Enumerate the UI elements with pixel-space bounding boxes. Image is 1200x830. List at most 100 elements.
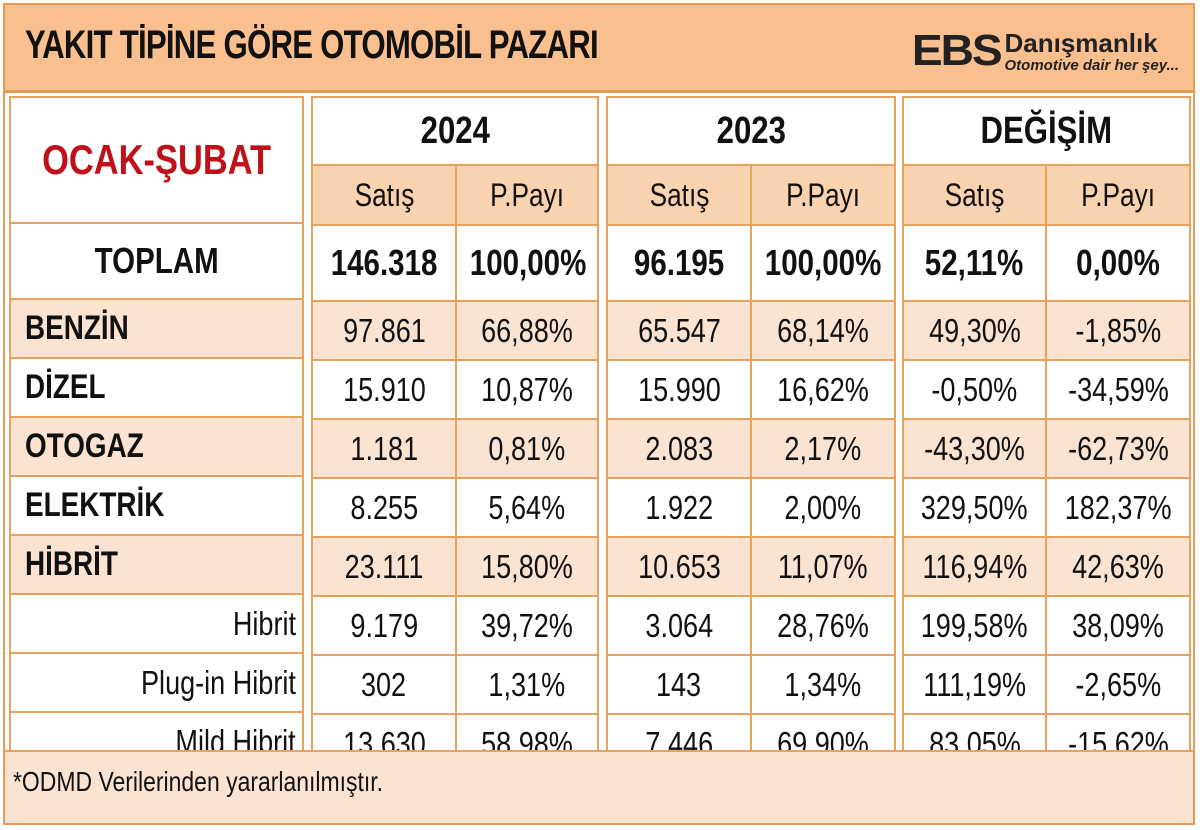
- table-cell: 28,76%: [749, 595, 897, 656]
- table-cell: -1,85%: [1045, 300, 1191, 361]
- cell-value: 96.195: [633, 242, 725, 283]
- cell-value: 146.318: [330, 242, 438, 283]
- cell-value: 39,72%: [481, 606, 573, 644]
- page-title: YAKIT TİPİNE GÖRE OTOMOBİL PAZARI: [25, 23, 599, 67]
- table-cell: 0,81%: [454, 418, 600, 479]
- table-cell: 2,00%: [749, 477, 897, 538]
- cell-value: 15.990: [637, 370, 721, 408]
- group-2024-table: 2024 Satış P.Payı 146.318 100,00% 97.861…: [310, 96, 600, 774]
- total-cell: 100,00%: [454, 224, 600, 302]
- cell-value: 10.653: [637, 547, 721, 585]
- table-cell: 8.255: [311, 477, 457, 538]
- logo-text: Danışmanlık Otomotive dair her şey...: [1005, 30, 1180, 73]
- group-degisim-table: DEĞİŞİM Satış P.Payı 52,11% 0,00% 49,30%…: [902, 96, 1191, 774]
- cell-value: -43,30%: [924, 429, 1025, 467]
- table-cell: 1,34%: [749, 654, 897, 715]
- table-cell: 15,80%: [454, 536, 600, 597]
- column-header: P.Payı: [749, 164, 897, 226]
- cell-value: 52,11%: [925, 242, 1024, 283]
- cell-value: 116,94%: [922, 547, 1027, 585]
- table-cell: 111,19%: [902, 654, 1047, 715]
- cell-value: 143: [656, 665, 702, 703]
- column-label: Satış: [944, 176, 1005, 213]
- row-label-elektrik: ELEKTRİK: [9, 475, 304, 536]
- cell-value: 3.064: [645, 606, 713, 644]
- logo-mark: EBS: [911, 26, 1003, 75]
- table-cell: -2,65%: [1045, 654, 1191, 715]
- column-header: P.Payı: [454, 164, 600, 226]
- source-footnote: *ODMD Verilerinden yararlanılmıştır.: [13, 766, 384, 797]
- table-cell: 3.064: [606, 595, 752, 656]
- row-label-dizel: DİZEL: [9, 357, 304, 418]
- cell-value: 302: [361, 665, 407, 703]
- table-cell: 2.083: [606, 418, 752, 479]
- cell-value: 111,19%: [923, 665, 1026, 703]
- total-cell: 0,00%: [1045, 224, 1191, 302]
- table-cell: 10,87%: [454, 359, 600, 420]
- cell-value: -62,73%: [1067, 429, 1169, 467]
- table-cell: -62,73%: [1045, 418, 1191, 479]
- table-cell: 68,14%: [749, 300, 897, 361]
- table-cell: 38,09%: [1045, 595, 1191, 656]
- cell-value: 199,58%: [921, 606, 1028, 644]
- table-cell: 11,07%: [749, 536, 897, 597]
- ebs-logo: EBS Danışmanlık Otomotive dair her şey..…: [911, 25, 1180, 77]
- row-label: ELEKTRİK: [25, 486, 165, 524]
- cell-value: -0,50%: [931, 370, 1018, 408]
- table-cell: 182,37%: [1045, 477, 1191, 538]
- table-cell: 49,30%: [902, 300, 1047, 361]
- column-header: Satış: [606, 164, 752, 226]
- group-header: DEĞİŞİM: [902, 96, 1191, 166]
- total-cell: 52,11%: [902, 224, 1047, 302]
- cell-value: 5,64%: [488, 488, 566, 526]
- cell-value: 28,76%: [777, 606, 869, 644]
- cell-value: 16,62%: [777, 370, 869, 408]
- cell-value: 23.111: [344, 547, 424, 585]
- row-label: DİZEL: [25, 368, 106, 406]
- cell-value: -1,85%: [1075, 311, 1161, 349]
- column-label: Satış: [354, 176, 414, 213]
- group-label: DEĞİŞİM: [980, 109, 1113, 152]
- table-cell: 42,63%: [1045, 536, 1191, 597]
- subrow-label: Hibrit: [232, 604, 296, 642]
- group-header: 2024: [310, 96, 600, 166]
- total-label-cell: TOPLAM: [9, 222, 304, 300]
- table-cell: 1,31%: [454, 654, 600, 715]
- cell-value: 15.910: [342, 370, 426, 408]
- total-cell: 100,00%: [749, 224, 897, 302]
- cell-value: 1.922: [645, 488, 713, 526]
- logo-name: Danışmanlık: [1004, 27, 1158, 58]
- subrow-label: Plug-in Hibrit: [141, 663, 296, 701]
- cell-value: 2,17%: [784, 429, 862, 467]
- row-label-otogaz: OTOGAZ: [9, 416, 304, 477]
- table-cell: 23.111: [311, 536, 457, 597]
- cell-value: 182,37%: [1064, 488, 1172, 526]
- cell-value: 11,07%: [778, 547, 868, 585]
- cell-value: 1,34%: [784, 665, 862, 703]
- table-cell: -0,50%: [902, 359, 1047, 420]
- row-label: BENZİN: [25, 309, 129, 347]
- cell-value: 0,00%: [1076, 242, 1160, 283]
- cell-value: -34,59%: [1067, 370, 1169, 408]
- table-cell: 116,94%: [902, 536, 1047, 597]
- cell-value: 0,81%: [488, 429, 566, 467]
- table-cell: 329,50%: [902, 477, 1047, 538]
- column-header: Satış: [902, 164, 1047, 226]
- table-cell: 39,72%: [454, 595, 600, 656]
- row-label: HİBRİT: [25, 545, 118, 583]
- table-cell: 10.653: [606, 536, 752, 597]
- cell-value: 1,31%: [488, 665, 566, 703]
- cell-value: 65.547: [637, 311, 721, 349]
- row-label-hibrit: HİBRİT: [9, 534, 304, 595]
- group-label: 2023: [716, 109, 786, 152]
- total-cell: 146.318: [311, 224, 457, 302]
- table-cell: 66,88%: [454, 300, 600, 361]
- table-cell: 9.179: [311, 595, 457, 656]
- cell-value: 49,30%: [928, 311, 1021, 349]
- table-cell: -34,59%: [1045, 359, 1191, 420]
- cell-value: 100,00%: [469, 242, 587, 283]
- cell-value: 329,50%: [921, 488, 1028, 526]
- table-cell: 15.910: [311, 359, 457, 420]
- cell-value: 100,00%: [764, 242, 882, 283]
- cell-value: 8.255: [350, 488, 418, 526]
